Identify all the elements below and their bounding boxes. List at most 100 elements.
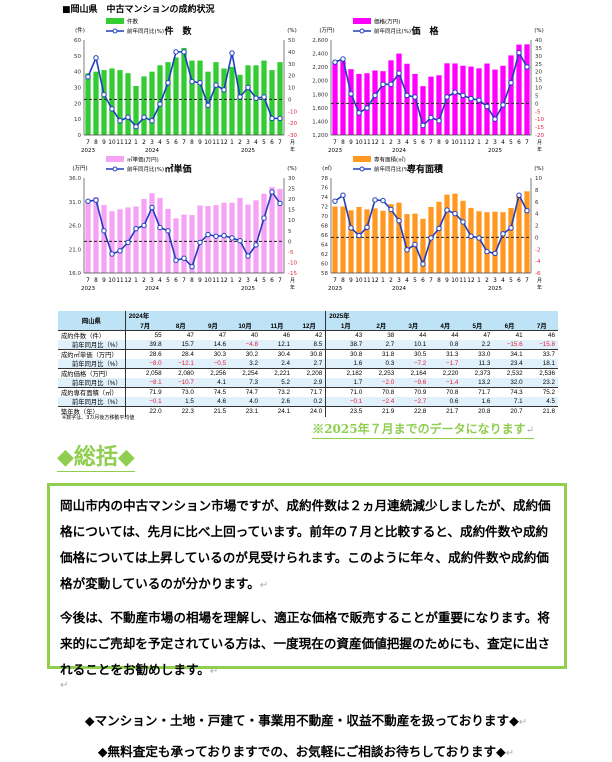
data-period-note: ※2025年７月までのデータになります↵ — [312, 420, 534, 439]
year-label: 2025 — [241, 148, 255, 154]
x-tick-label: 7 — [525, 278, 529, 284]
left-tick-label: 1,600 — [312, 106, 328, 112]
yoy-marker — [484, 103, 490, 110]
yoy-marker — [141, 222, 147, 229]
year-header — [493, 311, 526, 321]
left-axis-unit: (万円) — [72, 165, 87, 172]
yoy-marker — [277, 200, 283, 207]
x-tick-label: 3 — [493, 278, 497, 284]
yoy-marker — [269, 115, 275, 122]
bar — [245, 65, 251, 135]
legend-line-label: 前年同月比(%) — [127, 165, 164, 173]
x-tick-label: 6 — [174, 140, 178, 146]
x-tick-label: 2 — [142, 140, 146, 146]
legend-bar-swatch — [106, 156, 124, 162]
year-label: 2025 — [488, 286, 502, 292]
table-cell: 44 — [429, 329, 462, 340]
yoy-marker — [213, 233, 219, 239]
left-axis-unit: (㎡) — [322, 164, 332, 172]
row-label: 前年同月比（%） — [58, 378, 126, 388]
yoy-marker — [181, 255, 187, 261]
table-cell: −15.8 — [525, 339, 558, 350]
left-tick-label: 60 — [321, 262, 328, 268]
right-tick-label: -30 — [288, 133, 297, 139]
right-tick-label: 0 — [535, 101, 539, 107]
yoy-marker — [388, 81, 394, 88]
bar — [213, 62, 219, 135]
right-tick-label: 30 — [535, 54, 542, 60]
yoy-marker — [524, 207, 530, 214]
table-cell: 1.6 — [325, 358, 366, 369]
table-note: ※数字は、3カ月後方移動平均値 — [62, 415, 135, 421]
row-label: 成約㎡単価（万円） — [58, 348, 126, 359]
yoy-marker — [125, 239, 131, 246]
left-tick-label: 1,800 — [312, 92, 328, 98]
right-tick-label: 35 — [535, 46, 542, 52]
yoy-marker — [125, 114, 131, 120]
right-tick-label: -10 — [288, 109, 297, 115]
x-tick-label: 5 — [413, 278, 417, 284]
x-tick-label: 5 — [413, 140, 417, 146]
month-header: 3月 — [397, 320, 430, 331]
yoy-marker — [420, 261, 426, 267]
legend-line-marker — [112, 166, 118, 172]
yoy-marker — [372, 197, 378, 203]
x-tick-label: 7 — [429, 278, 433, 284]
yoy-marker — [109, 251, 115, 257]
bar — [181, 47, 187, 135]
year-header — [525, 311, 558, 321]
right-tick-label: 20 — [288, 197, 295, 203]
year-header — [260, 311, 294, 321]
yoy-marker — [277, 115, 283, 122]
chart-title: 専有面積 — [407, 163, 444, 175]
table-cell: 38 — [365, 329, 398, 340]
table-cell: 10.1 — [397, 339, 430, 350]
right-tick-label: 25 — [535, 62, 542, 68]
x-tick-label: 5 — [166, 140, 170, 146]
table-cell: 20.7 — [493, 406, 526, 417]
table-cell: 34.1 — [493, 348, 526, 359]
row-label: 前年同月比（%） — [58, 397, 126, 407]
year-header — [461, 311, 494, 321]
right-tick-label: 30 — [288, 176, 295, 182]
bar — [245, 204, 251, 273]
x-tick-label: 5 — [166, 278, 170, 284]
yoy-marker — [364, 105, 370, 111]
bar — [277, 62, 283, 135]
right-tick-label: 0 — [288, 97, 292, 103]
legend-bar-label: 専有面積(㎡) — [374, 156, 406, 164]
x-tick-label: 12 — [220, 278, 228, 284]
table-cell: −1.4 — [429, 378, 462, 388]
right-tick-label: -5 — [288, 250, 294, 256]
month-header: 10月 — [228, 320, 261, 331]
left-tick-label: 60 — [74, 38, 81, 44]
yoy-marker — [348, 225, 354, 231]
footer-text-2: ◆無料査定も承っておりますでの、お気軽にご相談お待ちしております◆ — [97, 744, 506, 759]
bar — [125, 73, 131, 135]
right-axis-unit: (%) — [287, 166, 297, 172]
bar — [197, 60, 203, 136]
yoy-marker — [348, 91, 354, 97]
x-tick-label: 7 — [86, 140, 90, 146]
right-tick-label: 10 — [535, 86, 542, 92]
yoy-marker — [181, 49, 187, 55]
right-tick-label: 40 — [288, 50, 295, 56]
table-cell: 2.7 — [365, 339, 398, 350]
yoy-marker — [356, 110, 362, 116]
x-tick-label: 5 — [262, 140, 266, 146]
left-tick-label: 10 — [74, 117, 81, 123]
x-tick-label: 10 — [451, 278, 459, 284]
table-cell: 4.0 — [228, 397, 261, 407]
paragraph-mark: ↵ — [60, 680, 69, 691]
yoy-marker — [508, 80, 514, 86]
bar — [348, 69, 354, 135]
x-tick-label: 10 — [451, 140, 459, 146]
yoy-marker — [508, 225, 514, 231]
right-tick-label: 10 — [288, 86, 295, 92]
bar — [101, 70, 107, 135]
table-row: 前年同月比（%） 39.8 15.7 14.6 −4.8 12.1 8.5 38.7 2.7 10… — [58, 339, 558, 350]
yoy-marker — [237, 238, 243, 244]
yoy-marker — [372, 92, 378, 99]
yoy-marker — [237, 94, 243, 100]
table-cell: 38.7 — [325, 339, 366, 350]
